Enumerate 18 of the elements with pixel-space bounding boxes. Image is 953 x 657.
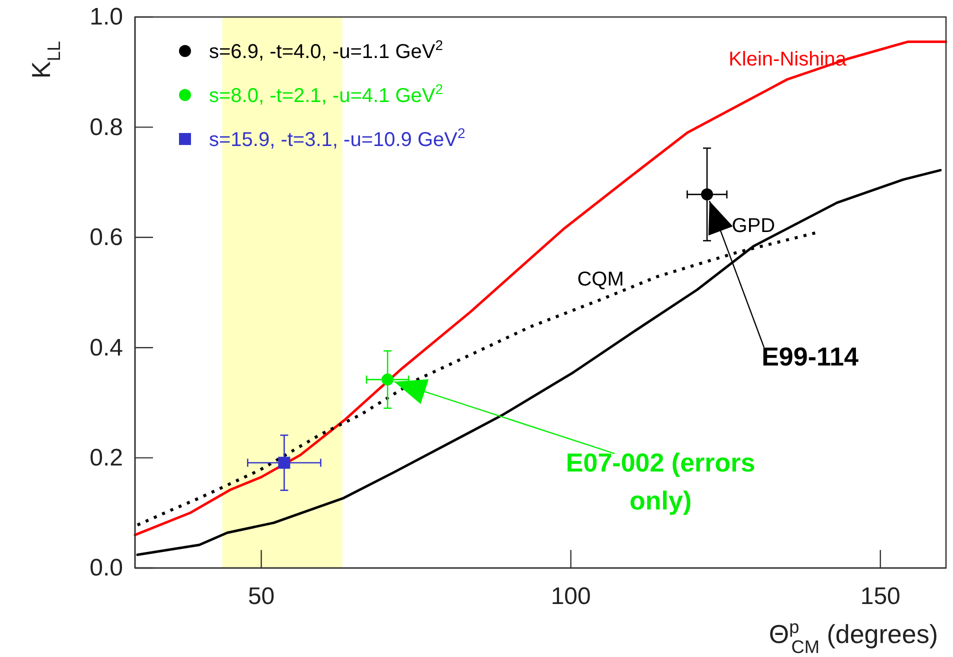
- legend-label: s=6.9, -t=4.0, -u=1.1 GeV$^{2}$: [209, 37, 444, 63]
- y-tick-label: 0.6: [90, 224, 123, 252]
- x-axis-title: Θ$^{p}$$_{CM}$ (degrees): [768, 617, 938, 657]
- x-tick-label: 100: [550, 583, 591, 610]
- annotation: E07-002 (errors only): [566, 448, 756, 516]
- legend-label: GPD: [732, 215, 776, 238]
- x-tick-label: 50: [248, 583, 275, 610]
- y-tick-label: 0.8: [90, 114, 123, 141]
- series-label: CQM: [577, 268, 624, 291]
- x-tick-label: 150: [860, 583, 900, 610]
- series-label: Klein-Nishina: [728, 48, 848, 70]
- y-tick-label: 0.0: [90, 554, 123, 582]
- legend-label: s=8.0, -t=2.1, -u=4.1 GeV$^{2}$: [209, 81, 444, 107]
- annotation: E99-114: [762, 341, 859, 372]
- y-tick-label: 0.4: [90, 334, 123, 362]
- y-tick-label: 0.2: [90, 444, 123, 472]
- y-tick-label: 1.0: [90, 4, 123, 31]
- legend-label: s=15.9, -t=3.1, -u=10.9 GeV$^{2}$: [209, 125, 466, 151]
